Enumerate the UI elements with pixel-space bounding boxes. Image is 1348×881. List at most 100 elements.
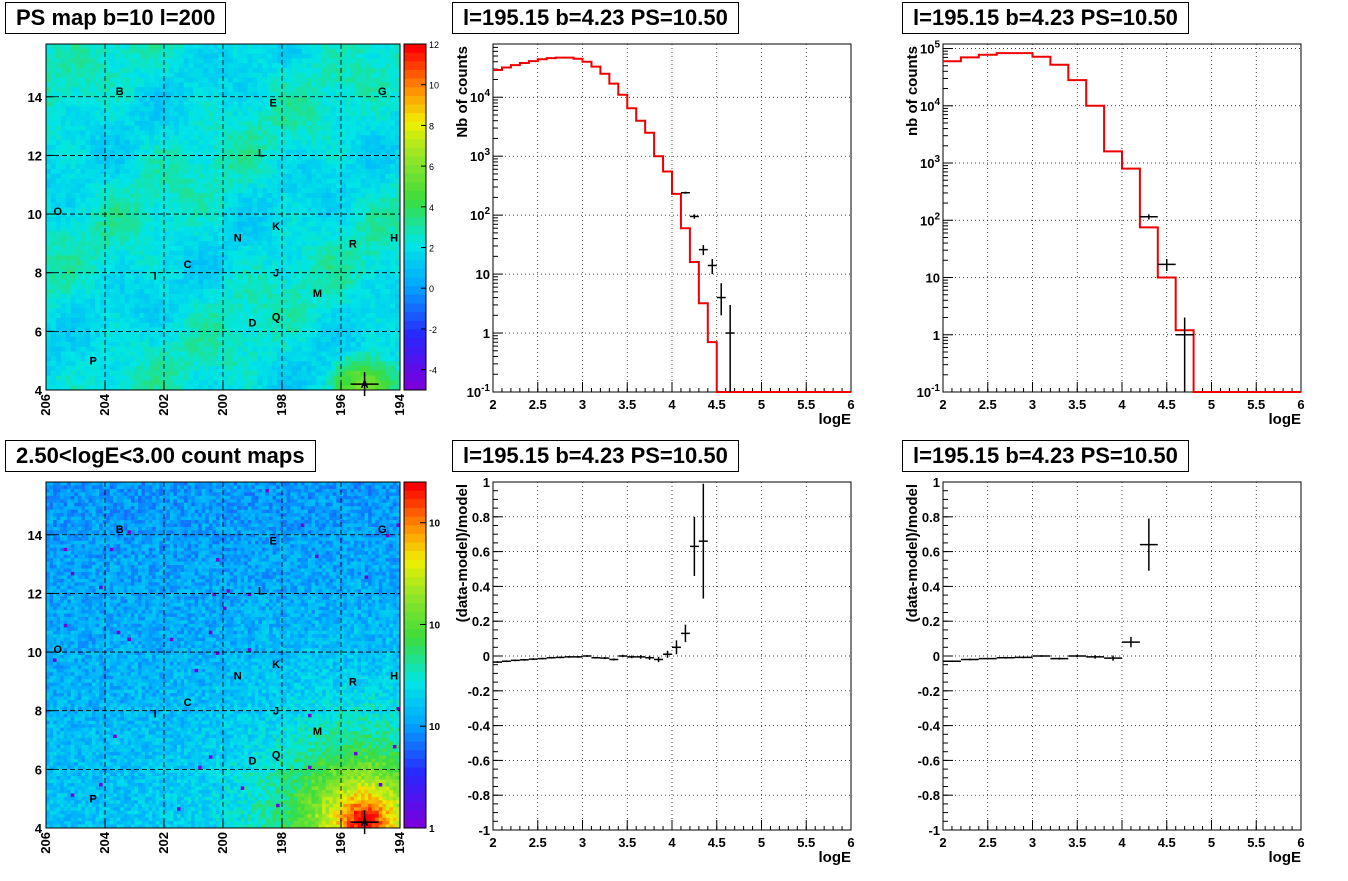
heatmap-cell (262, 159, 268, 165)
heatmap-cell (282, 87, 288, 93)
heatmap-cell (375, 274, 381, 280)
heatmap-cell (247, 125, 253, 131)
heatmap-cell (380, 236, 386, 242)
heatmap-cell (208, 380, 214, 386)
heatmap-cell (90, 365, 96, 372)
heatmap-cell (370, 106, 376, 112)
heatmap-cell (306, 44, 312, 50)
heatmap-cell (336, 144, 342, 151)
heatmap-cell (119, 197, 126, 203)
heatmap-cell (232, 346, 239, 352)
heatmap-cell (267, 265, 273, 271)
heatmap-cell (75, 159, 81, 165)
heatmap-cell (208, 226, 214, 232)
heatmap-cell (286, 212, 293, 218)
heatmap-cell (193, 116, 199, 122)
heatmap-cell (301, 217, 307, 223)
heatmap-cell (242, 385, 248, 391)
heatmap-cell (95, 250, 101, 256)
heatmap-cell (119, 217, 126, 223)
heatmap-cell (55, 226, 62, 232)
heatmap-cell (124, 144, 130, 151)
heatmap-cell (198, 207, 204, 213)
heatmap-cell (272, 96, 278, 103)
heatmap-cell (326, 385, 332, 391)
heatmap-cell (55, 212, 62, 218)
heatmap-cell (193, 341, 199, 348)
heatmap-cell (60, 265, 67, 271)
heatmap-cell (316, 221, 322, 228)
heatmap-cell (144, 173, 150, 179)
heatmap-cell (336, 217, 342, 223)
heatmap-cell (316, 125, 322, 131)
heatmap-cell (237, 207, 244, 213)
heatmap-cell (286, 284, 293, 290)
heatmap-cell (203, 173, 209, 179)
heatmap-cell (75, 317, 81, 324)
heatmap-cell (360, 313, 366, 319)
heatmap-cell (277, 341, 283, 348)
heatmap-cell (159, 298, 165, 304)
heatmap-cell (85, 217, 91, 223)
heatmap-cell (60, 135, 67, 141)
heatmap-cell (227, 322, 234, 328)
heatmap-cell (198, 130, 204, 136)
heatmap-cell (321, 173, 327, 179)
heatmap-cell (105, 298, 111, 304)
heatmap-cell (247, 361, 253, 367)
heatmap-cell (198, 260, 204, 266)
heatmap-cell (154, 92, 160, 98)
heatmap-cell (75, 375, 81, 381)
heatmap-cell (350, 255, 357, 261)
heatmap-cell (159, 192, 165, 199)
heatmap-cell (105, 250, 111, 256)
heatmap-cell (90, 144, 96, 151)
heatmap-cell (168, 125, 175, 131)
heatmap-cell (149, 317, 155, 324)
heatmap-cell (95, 202, 101, 208)
heatmap-cell (316, 173, 322, 179)
heatmap-cell (345, 375, 352, 381)
heatmap-cell (247, 68, 253, 74)
heatmap-cell (208, 337, 214, 343)
heatmap-cell (341, 178, 347, 184)
heatmap-cell (70, 44, 76, 50)
heatmap-cell (326, 125, 332, 131)
heatmap-cell (380, 63, 386, 69)
heatmap-cell (60, 298, 67, 304)
heatmap-cell (100, 168, 106, 175)
heatmap-cell (109, 346, 116, 352)
heatmap-cell (370, 322, 376, 328)
heatmap-cell (70, 154, 76, 160)
heatmap-cell (134, 279, 140, 285)
heatmap-cell (331, 192, 337, 199)
heatmap-cell (80, 111, 86, 117)
heatmap-cell (129, 313, 135, 319)
heatmap-cell (237, 125, 244, 131)
heatmap-cell (149, 221, 155, 228)
heatmap-cell (375, 72, 381, 79)
heatmap-cell (139, 188, 145, 194)
heatmap-cell (370, 231, 376, 237)
heatmap-cell (213, 327, 219, 333)
heatmap-cell (296, 72, 303, 79)
heatmap-cell (291, 236, 298, 242)
heatmap-cell (50, 341, 57, 348)
heatmap-cell (218, 361, 224, 367)
heatmap-cell (173, 332, 180, 338)
heatmap-cell (90, 72, 96, 79)
heatmap-cell (100, 260, 106, 266)
heatmap-cell (70, 207, 76, 213)
heatmap-cell (149, 149, 155, 155)
heatmap-cell (311, 284, 317, 290)
heatmap-cell (306, 308, 312, 314)
heatmap-cell (139, 265, 145, 271)
heatmap-cell (124, 92, 130, 98)
heatmap-cell (272, 279, 278, 285)
heatmap-cell (109, 149, 116, 155)
heatmap-cell (164, 226, 170, 232)
heatmap-cell (85, 370, 91, 376)
heatmap-cell (272, 322, 278, 328)
heatmap-cell (336, 178, 342, 184)
heatmap-cell (218, 202, 224, 208)
